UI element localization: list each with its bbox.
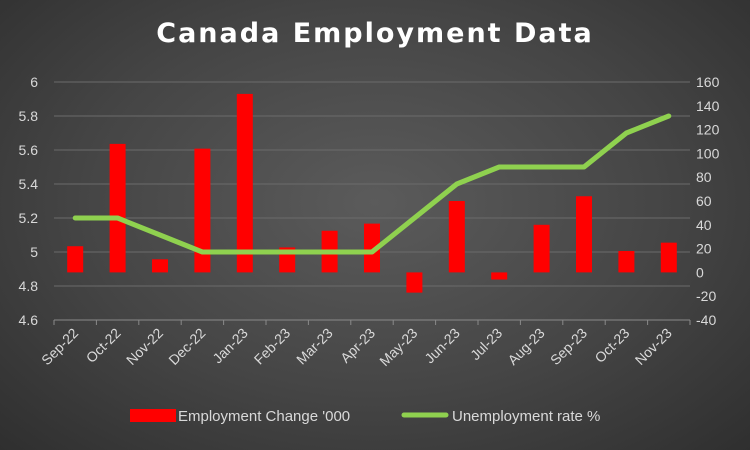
y-right-tick-label: -40 [696, 312, 716, 328]
x-tick-label: Sep-22 [38, 325, 81, 368]
x-tick-label: Nov-22 [123, 325, 166, 368]
legend-swatch-bars [130, 409, 176, 422]
y-left-tick-label: 4.6 [19, 312, 39, 328]
y-left-tick-label: 5.8 [19, 108, 39, 124]
bar [576, 196, 592, 273]
y-right-tick-label: 140 [696, 98, 720, 114]
grid [54, 81, 690, 321]
y-left-tick-label: 5.6 [19, 142, 39, 158]
x-tick-label: May-23 [376, 325, 420, 369]
legend-label-line: Unemployment rate % [452, 408, 600, 425]
bar [109, 143, 126, 273]
bar [364, 223, 380, 273]
x-tick-label: Aug-23 [504, 325, 547, 368]
chart-title: Canada Employment Data [156, 18, 594, 49]
bar [491, 272, 508, 280]
y-right-tick-label: 0 [696, 264, 704, 280]
x-tick-label: Mar-23 [293, 325, 336, 368]
x-tick-label: Feb-23 [251, 325, 294, 368]
bar [448, 201, 465, 273]
bar [533, 224, 550, 273]
y-right-tick-label: 160 [696, 74, 720, 90]
bar [660, 242, 677, 273]
unemployment-line [72, 113, 672, 255]
x-tick-label: Jun-23 [421, 325, 463, 367]
y-right-tick-label: 120 [696, 122, 720, 138]
y-left-tick-label: 5 [30, 244, 38, 260]
bar-series [67, 93, 677, 293]
x-tick-label: Oct-23 [591, 325, 632, 366]
y-left-tick-label: 6 [30, 74, 38, 90]
line-series [72, 113, 672, 255]
x-tick-label: Nov-23 [632, 325, 675, 368]
x-tick-label: Sep-23 [547, 325, 590, 368]
y-right-tick-label: 100 [696, 145, 720, 161]
x-tick-label: Oct-22 [83, 325, 124, 366]
y-right-tick-label: 60 [696, 193, 712, 209]
bar [194, 148, 211, 273]
y-right-tick-label: 80 [696, 169, 712, 185]
y-left-tick-label: 4.8 [19, 278, 39, 294]
legend: Employment Change '000 Unemployment rate … [130, 408, 600, 425]
y-left-tick-label: 5.4 [19, 176, 39, 192]
bar [406, 272, 423, 293]
legend-label-bars: Employment Change '000 [178, 408, 350, 425]
y-right-tick-label: 20 [696, 241, 712, 257]
bar [152, 259, 168, 273]
y-right-tick-label: -20 [696, 288, 716, 304]
x-tick-label: Dec-22 [165, 325, 208, 368]
bar [236, 93, 253, 273]
x-tick-label: Jan-23 [209, 325, 251, 367]
y-left-tick-label: 5.2 [19, 210, 39, 226]
bar [618, 250, 635, 273]
bar [67, 246, 84, 273]
x-tick-label: Jul-23 [467, 325, 505, 363]
x-tick-label: Apr-23 [337, 325, 378, 366]
y-right-tick-label: 40 [696, 217, 712, 233]
